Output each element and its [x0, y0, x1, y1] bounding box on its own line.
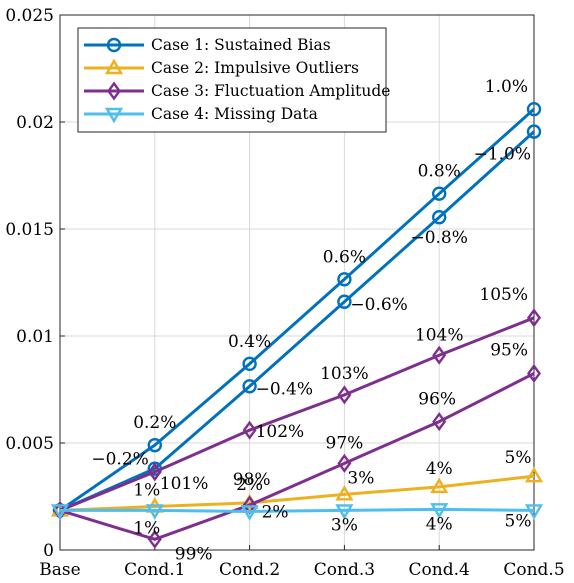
data-point — [145, 504, 164, 520]
data-point — [527, 363, 541, 383]
data-label: 5% — [505, 448, 532, 468]
data-point — [242, 420, 257, 440]
data-labels: 0.2% 0.4% 0.6% 0.8% 1.0% −0.2% −0.4% −0.6% −0.8%… — [91, 77, 531, 564]
series-line — [59, 108, 535, 512]
data-point — [430, 477, 449, 494]
series-line — [59, 372, 535, 541]
data-point — [432, 210, 447, 225]
data-label: 96% — [418, 390, 456, 410]
data-point — [337, 294, 352, 309]
data-label: 103% — [320, 364, 369, 384]
y-tick-label: 0.025 — [5, 6, 54, 26]
legend-marker — [104, 58, 124, 75]
data-point — [337, 453, 352, 473]
data-point — [526, 124, 542, 139]
data-label: 3% — [347, 468, 374, 488]
data-point — [242, 379, 257, 394]
series-case-1 — [52, 101, 542, 518]
data-label: 2% — [262, 502, 289, 522]
data-point — [337, 385, 352, 405]
series-line — [59, 316, 535, 512]
data-label: 2% — [236, 475, 263, 495]
data-point — [337, 272, 352, 287]
data-point — [335, 504, 354, 520]
data-label: 97% — [326, 433, 364, 453]
data-label: 0.2% — [133, 413, 176, 433]
data-point — [50, 504, 70, 520]
legend-entry-case-2: Case 2: Impulsive Outliers — [84, 58, 359, 77]
data-label: −0.6% — [350, 295, 407, 315]
data-label: −0.2% — [91, 450, 148, 470]
data-point — [147, 529, 162, 549]
legend-label: Case 2: Impulsive Outliers — [151, 59, 359, 77]
legend-entry-case-1: Case 1: Sustained Bias — [84, 36, 331, 54]
y-axis-ticks: 0 0.005 0.01 0.015 0.02 0.025 — [5, 6, 65, 561]
series-line — [60, 507, 535, 513]
data-label: −1.0% — [474, 145, 531, 165]
data-label: 1% — [133, 481, 160, 501]
legend: Case 1: Sustained Bias Case 2: Impulsive … — [77, 27, 390, 133]
y-tick-label: 0.01 — [16, 327, 54, 347]
x-tick-label: Cond.4 — [409, 560, 470, 580]
legend-marker — [107, 81, 121, 101]
legend-label: Case 1: Sustained Bias — [151, 36, 331, 54]
y-tick-label: 0.015 — [5, 220, 54, 240]
data-label: 0.6% — [323, 247, 366, 267]
x-tick-label: Cond.3 — [314, 560, 375, 580]
data-point — [526, 101, 542, 117]
data-label: 99% — [175, 544, 213, 564]
data-label: 5% — [505, 511, 532, 531]
data-label: −0.4% — [256, 379, 313, 399]
y-tick-label: 0.005 — [5, 434, 54, 454]
legend-marker — [106, 37, 122, 53]
data-label: 0.4% — [228, 332, 271, 352]
data-point — [524, 504, 544, 520]
data-point — [430, 503, 449, 519]
data-label: 104% — [415, 325, 464, 345]
data-label: 1% — [133, 518, 160, 538]
legend-marker — [104, 107, 124, 124]
x-axis-ticks: Base Cond.1 Cond.2 Cond.3 Cond.4 Cond.5 — [39, 545, 565, 580]
y-tick-label: 0 — [43, 541, 54, 561]
data-point — [147, 462, 162, 482]
data-label: 0.8% — [418, 162, 461, 182]
legend-label: Case 3: Fluctuation Amplitude — [151, 82, 390, 100]
series-line — [59, 130, 536, 512]
data-point — [335, 484, 354, 501]
data-point — [524, 466, 544, 483]
legend-entry-case-3: Case 3: Fluctuation Amplitude — [84, 81, 390, 101]
data-point — [147, 437, 163, 453]
x-tick-label: Cond.1 — [124, 560, 185, 580]
data-point — [242, 356, 257, 372]
data-label: 98% — [233, 470, 271, 490]
data-point — [432, 412, 447, 432]
data-label: 4% — [426, 514, 453, 534]
legend-entry-case-4: Case 4: Missing Data — [84, 105, 318, 124]
legend-label: Case 4: Missing Data — [151, 105, 318, 123]
data-label: 1.0% — [485, 77, 528, 97]
series-case-3 — [53, 308, 541, 549]
data-label: 102% — [256, 422, 305, 442]
data-label: 101% — [160, 474, 209, 494]
plot-area-frame — [59, 14, 535, 551]
data-point — [527, 308, 541, 328]
y-tick-label: 0.02 — [16, 113, 54, 133]
data-point — [432, 186, 447, 201]
data-point — [240, 505, 259, 521]
series — [50, 101, 544, 549]
data-label: 105% — [479, 285, 528, 305]
x-tick-label: Cond.5 — [503, 560, 564, 580]
data-label: −0.8% — [410, 228, 467, 248]
data-point — [432, 345, 447, 365]
x-tick-label: Cond.2 — [219, 560, 280, 580]
series-line — [59, 474, 535, 512]
data-label: 4% — [426, 459, 453, 479]
data-label: 95% — [490, 340, 528, 360]
data-label: 3% — [331, 515, 358, 535]
series-case-4 — [50, 503, 544, 521]
x-tick-label: Base — [39, 560, 80, 580]
